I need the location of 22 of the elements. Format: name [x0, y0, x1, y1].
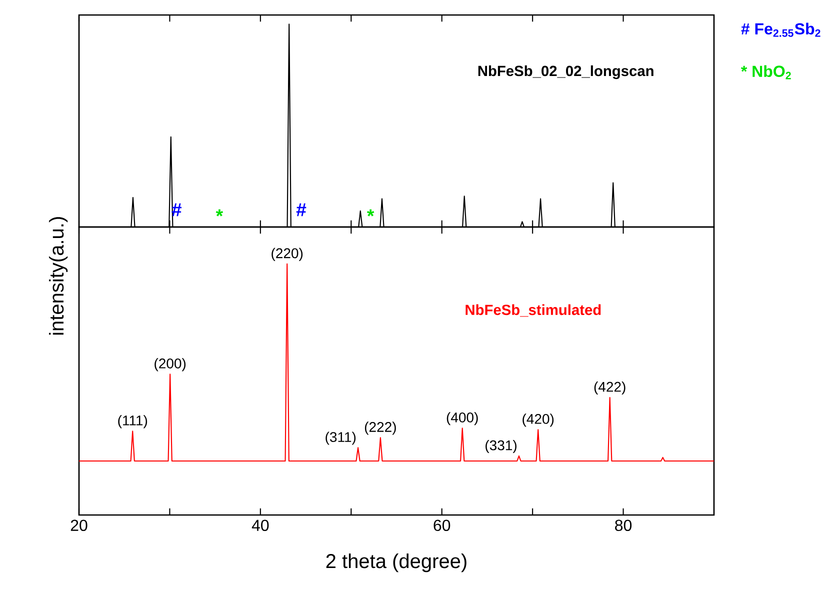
text: # Fe$_{2.55}$Sb$_{2}$: [741, 22, 820, 37]
annotation: (422): [594, 382, 626, 395]
x-tick-label: 20: [70, 520, 88, 532]
x-axis-title: 2 theta (degree): [326, 554, 466, 572]
x-tick-label: 80: [615, 520, 632, 532]
text: NbFeSb_02_02_longscan: [478, 65, 654, 80]
annotation: *: [216, 209, 224, 216]
annotation: (220): [272, 248, 303, 261]
annotation: (400): [446, 412, 478, 426]
annotation: (420): [522, 414, 554, 427]
annotation: (111): [118, 415, 148, 428]
text: NbFeSb_stimulated: [466, 304, 601, 317]
x-tick-label: 40: [252, 520, 269, 532]
annotation: *: [366, 209, 374, 216]
annotation: (222): [364, 422, 396, 435]
x-tick-label: 60: [434, 520, 450, 532]
text: * NbO$_{2}$: [740, 65, 791, 80]
annotation: #: [296, 203, 306, 216]
annotation: (311): [326, 432, 356, 445]
y-axis-title: intensity(a.u.): [48, 217, 68, 335]
annotation: (200): [154, 358, 186, 372]
annotation: (331): [486, 440, 516, 454]
